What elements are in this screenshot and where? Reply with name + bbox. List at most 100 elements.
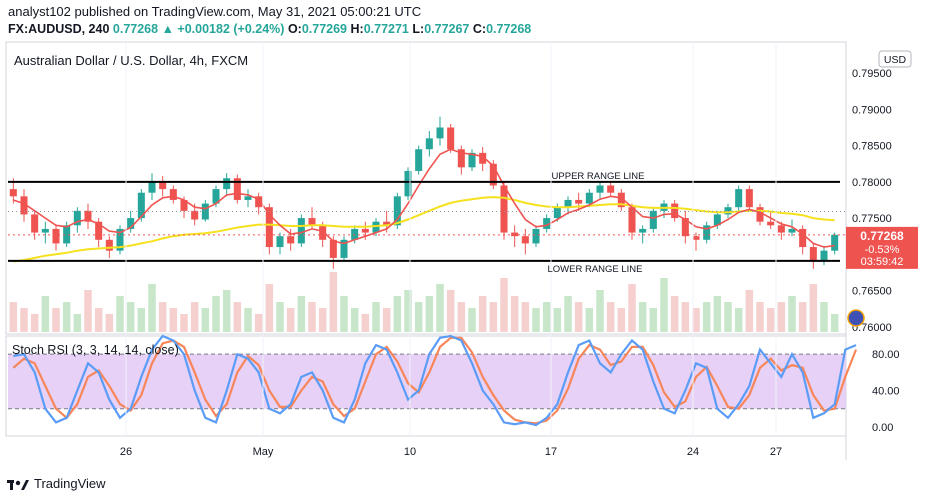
volume-bar [286, 308, 295, 332]
tradingview-brand: TradingView [34, 476, 106, 491]
low-label: L: [412, 22, 425, 36]
volume-bar [478, 296, 487, 332]
candle-body [244, 196, 252, 200]
volume-bar [158, 302, 167, 332]
candle-body [425, 138, 433, 150]
volume-bar [308, 302, 316, 332]
volume-bar [585, 308, 594, 332]
volume-bar [798, 302, 807, 332]
price-tick-label: 0.79000 [852, 104, 892, 116]
volume-bar [702, 302, 711, 332]
volume-bar [94, 308, 103, 332]
price-tag-change: -0.53% [865, 244, 900, 256]
candle-body [20, 196, 28, 215]
volume-bar [468, 308, 476, 332]
volume-bar [553, 308, 562, 332]
volume-bar [318, 308, 327, 332]
price-tick-label: 0.77500 [852, 213, 892, 225]
volume-bar [265, 284, 274, 332]
open-value: 0.77269 [301, 22, 348, 36]
candle-body [639, 228, 647, 233]
candle-body [361, 228, 369, 233]
volume-bar [73, 314, 82, 332]
price-tag-timer: 03:59:42 [861, 256, 904, 268]
currency-badge[interactable] [878, 50, 912, 68]
candle-body [223, 178, 231, 190]
volume-bar [30, 314, 39, 332]
volume-bar [638, 302, 647, 332]
candle-body [799, 228, 807, 248]
candle-body [479, 152, 487, 164]
candle-body [63, 225, 71, 244]
candles [9, 116, 839, 269]
volume-bar [692, 308, 700, 332]
volume-bar [596, 290, 604, 332]
volume-bar [52, 308, 60, 332]
candle-body [340, 239, 348, 258]
volume-bar [489, 302, 498, 332]
volume-bar [788, 296, 796, 332]
candle-body [212, 189, 220, 204]
volume-bar [244, 308, 252, 332]
candle-body [788, 228, 796, 233]
price-axis[interactable]: 0.795000.790000.785000.780000.775000.770… [852, 68, 892, 334]
candle-body [265, 207, 273, 248]
candle-body [767, 221, 775, 226]
candle-body [308, 218, 316, 226]
time-axis[interactable]: 26 May 10 17 24 27 [120, 42, 782, 458]
candle-body [233, 178, 241, 200]
open-label: O: [287, 22, 302, 36]
candle-body [105, 239, 113, 251]
volume-bar [521, 302, 530, 332]
candle-body [31, 214, 39, 233]
candle-body [383, 221, 391, 226]
candle-body [649, 210, 657, 229]
candle-body [276, 236, 284, 248]
volume-bar [436, 284, 444, 332]
chart-title: Australian Dollar / U.S. Dollar, 4h, FXC… [14, 53, 248, 68]
volume-bar [681, 302, 690, 332]
candle-body [137, 192, 145, 219]
volume-bar [500, 278, 508, 332]
volume-bar [446, 290, 455, 332]
candle-body [617, 192, 625, 208]
volume-bar [212, 296, 220, 332]
tradingview-logo[interactable]: TradingView [6, 476, 106, 491]
volume-bar [201, 308, 210, 332]
volume-bar [606, 302, 615, 332]
candle-body [564, 199, 572, 208]
price-tick-label: 0.78000 [852, 177, 892, 189]
candle-body [159, 181, 167, 190]
time-tick-label: 10 [404, 446, 416, 458]
tradingview-logo-icon [7, 479, 29, 490]
volume-bar [116, 296, 124, 332]
symbol[interactable]: FX:AUDUSD, 240 [8, 22, 110, 36]
candle-body [692, 236, 700, 240]
volume-bar [766, 308, 775, 332]
volume-bar [222, 290, 231, 332]
events-globe-icon[interactable] [847, 309, 865, 327]
stoch-rsi-plot: 80.00 40.00 0.00 [8, 334, 900, 434]
candle-body [41, 228, 49, 233]
candle-body [116, 228, 124, 251]
volume-bar [340, 296, 348, 332]
stoch-k-line [13, 334, 857, 427]
moving-averages [13, 148, 835, 263]
stoch-d-line [12, 336, 858, 425]
price-tick-label: 0.79500 [852, 68, 892, 80]
volume-bar [457, 302, 466, 332]
last-price: 0.77268 [112, 22, 159, 36]
volume-bar [276, 302, 284, 332]
candle-body [809, 247, 817, 262]
candle-body [831, 234, 839, 251]
volume-bar [745, 290, 754, 332]
volume-bar [233, 302, 242, 332]
candle-body [297, 218, 305, 244]
candle-body [52, 228, 60, 244]
candle-body [404, 170, 412, 197]
candle-body [703, 225, 711, 240]
candle-body [372, 221, 380, 233]
candle-body [532, 228, 540, 244]
volume-bar [414, 302, 423, 332]
